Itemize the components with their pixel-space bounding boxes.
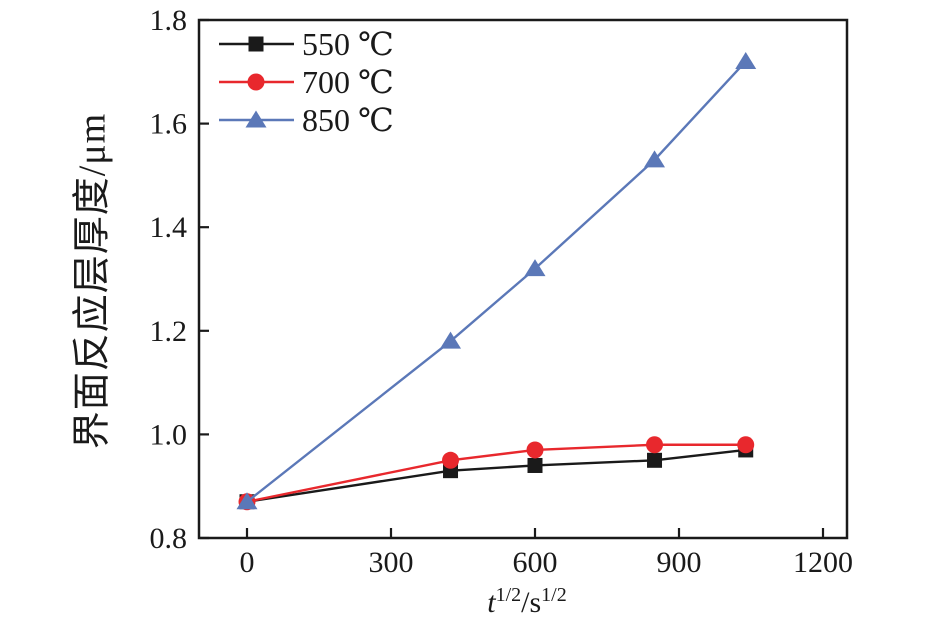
series-line-1 xyxy=(246,443,746,503)
y-axis-label: 界面反应层厚度/μm xyxy=(71,112,114,450)
x-axis-label: t1/2/s1/2 xyxy=(487,584,567,620)
data-point-marker xyxy=(646,436,664,454)
data-point-marker xyxy=(737,436,755,454)
legend-label: 700 ℃ xyxy=(302,64,394,100)
series-line-0 xyxy=(246,448,746,503)
legend-label: 850 ℃ xyxy=(302,102,394,138)
y-tick-label: 1.0 xyxy=(150,418,188,451)
x-axis-label-exponent: 1/2 xyxy=(495,584,522,606)
legend-marker-square xyxy=(248,36,264,52)
x-axis-label-symbol: t xyxy=(487,586,496,619)
plot-frame xyxy=(197,18,849,540)
data-point-marker xyxy=(440,331,462,349)
data-point-marker xyxy=(735,51,757,69)
data-point-marker xyxy=(647,452,663,468)
data-point-marker xyxy=(527,457,543,473)
x-tick-label: 900 xyxy=(657,546,702,579)
data-point-marker xyxy=(442,451,460,469)
x-tick-label: 0 xyxy=(240,546,255,579)
y-tick-label: 0.8 xyxy=(150,522,188,555)
y-tick-label: 1.8 xyxy=(150,4,188,37)
y-tick-label: 1.6 xyxy=(150,108,188,141)
x-tick-label: 300 xyxy=(369,546,414,579)
x-tick-label: 600 xyxy=(513,546,558,579)
data-point-marker xyxy=(526,441,544,459)
x-tick-label: 1200 xyxy=(793,546,853,579)
legend-label: 550 ℃ xyxy=(302,26,394,62)
y-tick-label: 1.4 xyxy=(150,211,188,244)
data-point-marker xyxy=(236,492,258,510)
y-tick-label: 1.2 xyxy=(150,315,188,348)
legend-marker-triangle xyxy=(245,110,267,128)
x-axis-label-unit-exponent: 1/2 xyxy=(541,584,567,606)
x-axis-label-unit: /s xyxy=(521,586,542,619)
legend-marker-circle xyxy=(247,73,265,91)
data-point-marker xyxy=(644,150,666,168)
data-point-marker xyxy=(524,259,546,277)
